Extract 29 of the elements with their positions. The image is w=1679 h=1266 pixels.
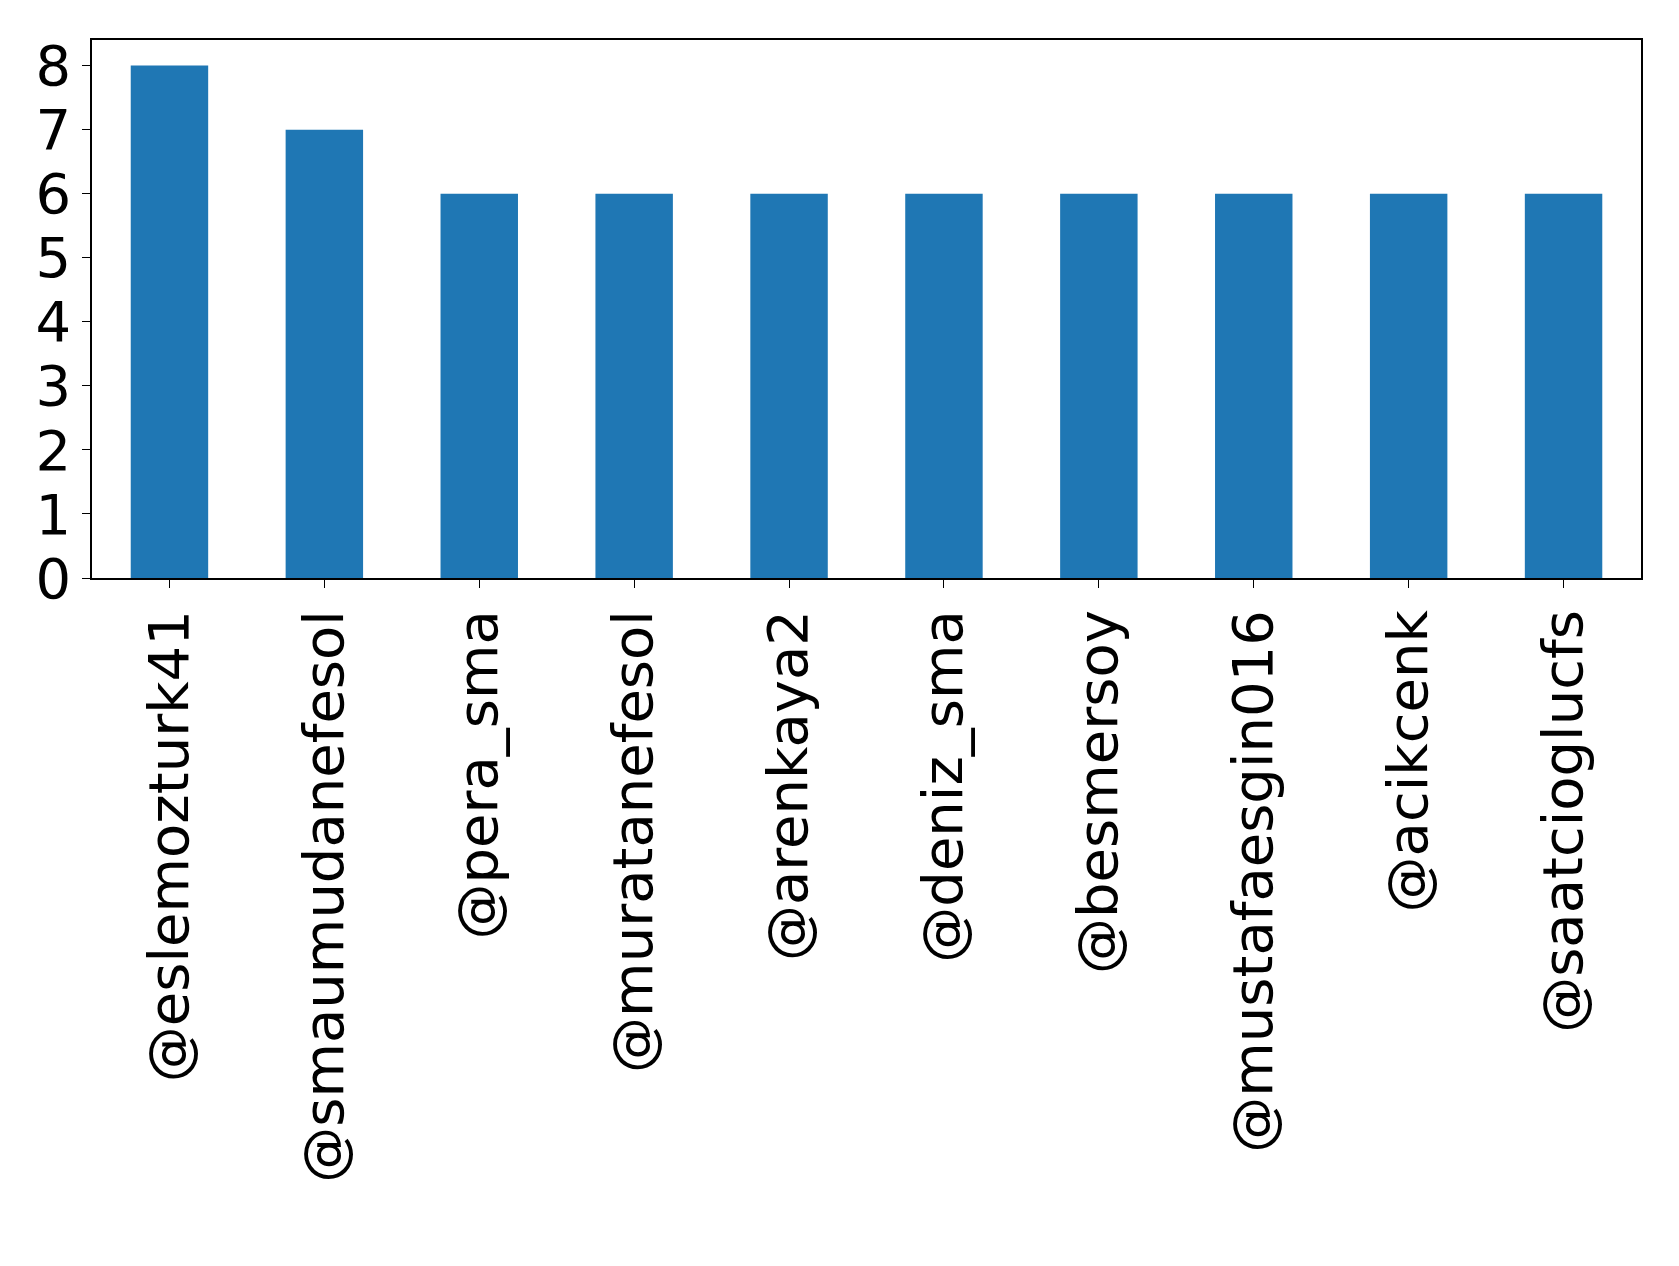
- bar: [1215, 193, 1293, 578]
- bar: [1524, 193, 1603, 578]
- y-tick-label: 0: [35, 545, 72, 611]
- bar: [285, 129, 364, 578]
- x-tick-label: @muratanefesol: [600, 610, 666, 1073]
- x-tick-label: @smaumudanefesol: [290, 610, 356, 1183]
- y-tick-label: 2: [35, 417, 72, 483]
- y-tick-label: 4: [35, 289, 72, 355]
- y-tick-label: 5: [35, 225, 72, 291]
- x-tick-label: @arenkaya2: [755, 610, 821, 962]
- bar: [595, 193, 673, 578]
- y-tick-label: 1: [35, 481, 72, 547]
- y-tick-label: 6: [35, 161, 72, 227]
- x-tick-label: @mustafaesgin016: [1219, 610, 1285, 1153]
- x-tick-label: @pera_sma: [445, 610, 511, 940]
- bar: [130, 65, 209, 578]
- x-tick-label: @saatcioglucfs: [1529, 610, 1595, 1033]
- bar: [1369, 193, 1448, 578]
- bar: [1060, 193, 1138, 578]
- x-tick-label: @eslemozturk41: [135, 610, 201, 1083]
- x-tick-label: @besmersoy: [1065, 610, 1131, 974]
- bar: [750, 193, 828, 578]
- x-tick-label: @deniz_sma: [910, 610, 976, 963]
- x-tick-label: @acikcenk: [1374, 609, 1440, 913]
- y-tick-label: 3: [35, 353, 72, 419]
- bar: [905, 193, 983, 578]
- bar: [440, 193, 518, 578]
- y-tick-label: 8: [35, 33, 72, 99]
- y-tick-label: 7: [35, 97, 72, 163]
